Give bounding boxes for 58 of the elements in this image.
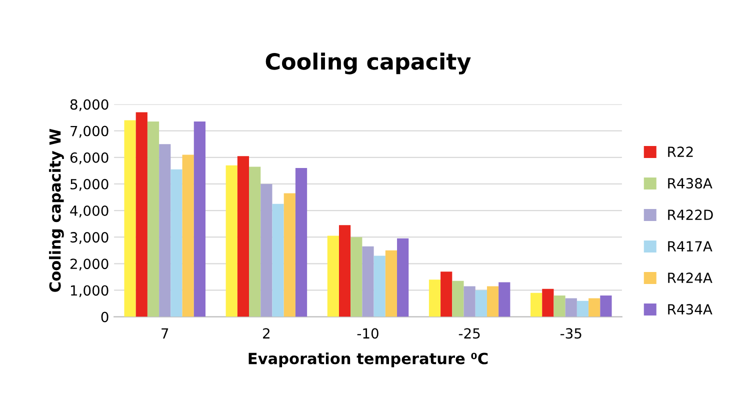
bar	[182, 154, 194, 317]
bar	[542, 288, 554, 317]
bar	[194, 122, 206, 317]
y-tick-label: 6,000	[70, 152, 108, 164]
bar	[428, 280, 441, 317]
x-tick-label: 2	[263, 328, 270, 338]
legend-label: R438A	[668, 178, 712, 189]
bar	[260, 184, 272, 317]
y-tick-label: 4,000	[70, 205, 108, 218]
bar	[475, 290, 487, 317]
x-tick-label: -10	[357, 328, 378, 339]
bar	[588, 298, 600, 317]
bar	[385, 250, 398, 317]
bar	[226, 165, 238, 317]
bar	[338, 225, 351, 317]
bar	[159, 144, 171, 317]
bar	[565, 298, 577, 317]
x-axis-title: Evaporation temperature ⁰C	[248, 352, 488, 368]
legend-label: R417A	[668, 241, 712, 252]
bar	[170, 169, 182, 317]
y-axis-title: Cooling capacity W	[48, 128, 64, 292]
bar	[374, 256, 386, 317]
y-tick-label: 1,000	[70, 285, 108, 298]
bar	[124, 120, 136, 317]
bar	[397, 238, 409, 317]
bar	[272, 204, 284, 317]
bar	[284, 193, 296, 317]
x-tick-label: 7	[162, 328, 168, 338]
bar	[486, 286, 499, 317]
bar	[350, 237, 362, 317]
bar	[600, 296, 612, 317]
bar	[452, 280, 464, 317]
bar	[327, 236, 339, 317]
bar	[147, 122, 160, 317]
legend-label: R424A	[668, 272, 712, 283]
bar	[295, 168, 308, 317]
y-tick-label: 5,000	[70, 178, 108, 191]
x-tick-label: -35	[560, 328, 582, 339]
chart-title: Cooling capacity	[266, 52, 471, 74]
x-tick-label: -25	[458, 328, 480, 339]
legend-label: R434A	[668, 304, 712, 315]
legend-label: R422D	[668, 210, 713, 220]
y-tick-label: 8,000	[70, 99, 108, 112]
y-tick-label: 2,000	[70, 258, 108, 271]
y-tick-label: 0	[101, 312, 108, 322]
legend-label: R22	[668, 146, 693, 157]
bar	[464, 286, 476, 317]
bar	[440, 272, 452, 317]
bar	[554, 296, 566, 317]
y-tick-label: 7,000	[70, 126, 108, 138]
y-tick-label: 3,000	[70, 232, 108, 244]
bar	[576, 300, 589, 317]
bar	[136, 112, 148, 317]
bar	[362, 246, 374, 317]
bar	[237, 156, 250, 317]
bar	[498, 282, 510, 317]
bar	[530, 292, 542, 317]
bar	[249, 166, 261, 317]
